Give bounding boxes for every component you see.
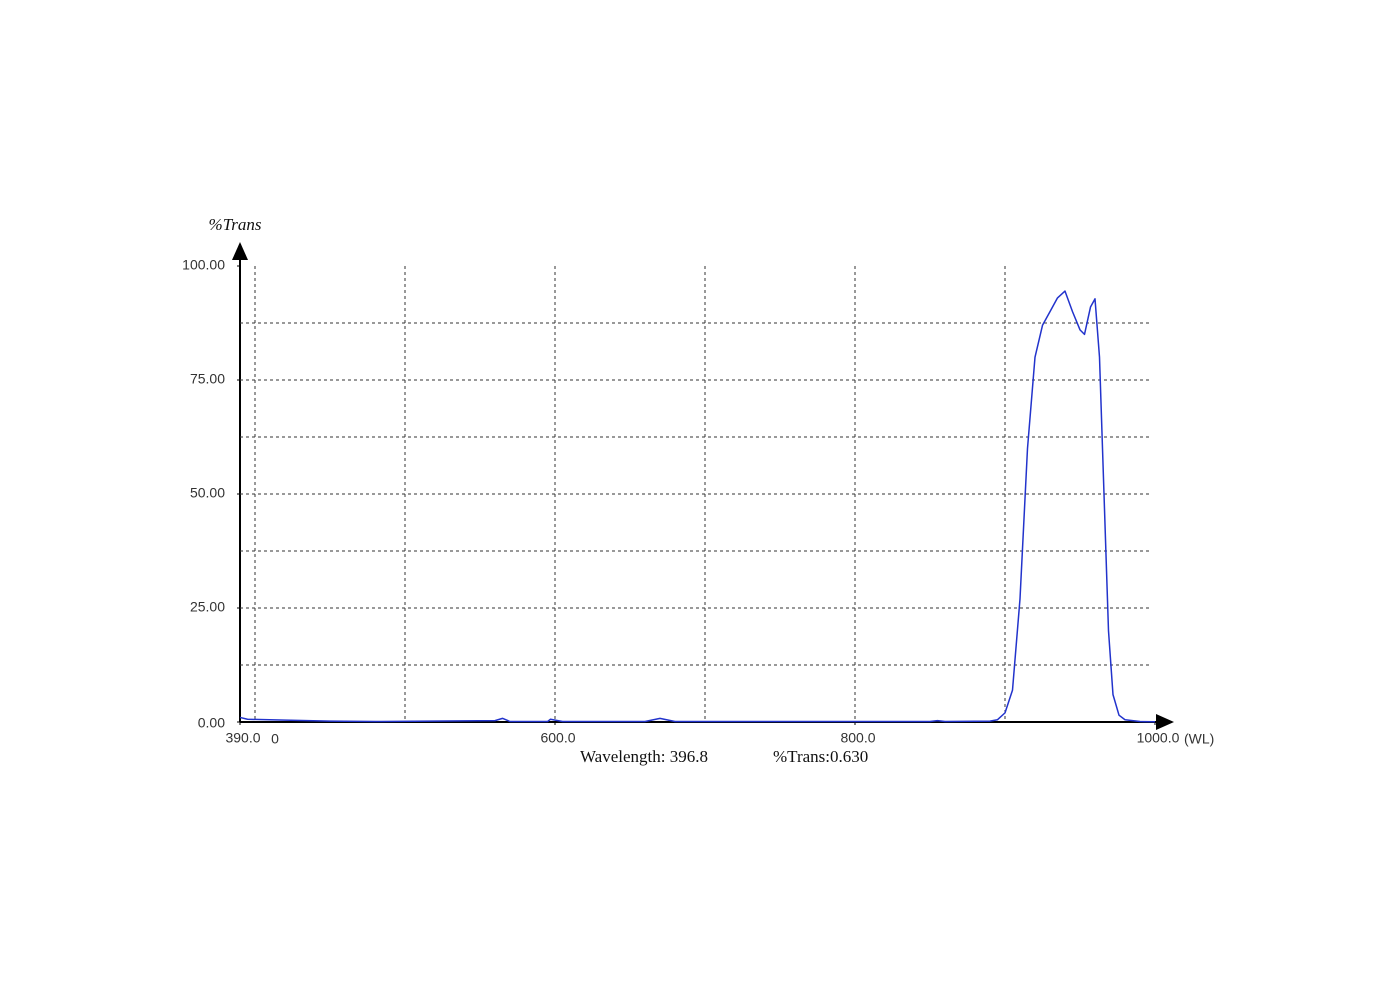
y-axis-label: %Trans [209, 215, 262, 234]
y-tick-label: 25.00 [190, 599, 225, 615]
x-tick-label: 1000.0 [1137, 730, 1180, 746]
y-tick-label: 75.00 [190, 371, 225, 387]
x-tick-label: 600.0 [540, 730, 575, 746]
cursor-label: 0 [271, 731, 279, 747]
x-tick-label: 800.0 [840, 730, 875, 746]
y-tick-label: 0.00 [198, 715, 225, 731]
y-tick-label: 50.00 [190, 485, 225, 501]
x-axis-label: (WL) [1184, 731, 1214, 747]
x-tick-label: 390.0 [225, 730, 260, 746]
status-wavelength: Wavelength: 396.8 [580, 747, 708, 766]
line-series [239, 290, 1156, 723]
status-trans: %Trans:0.630 [773, 747, 868, 766]
y-tick-label: 100.00 [182, 257, 225, 273]
